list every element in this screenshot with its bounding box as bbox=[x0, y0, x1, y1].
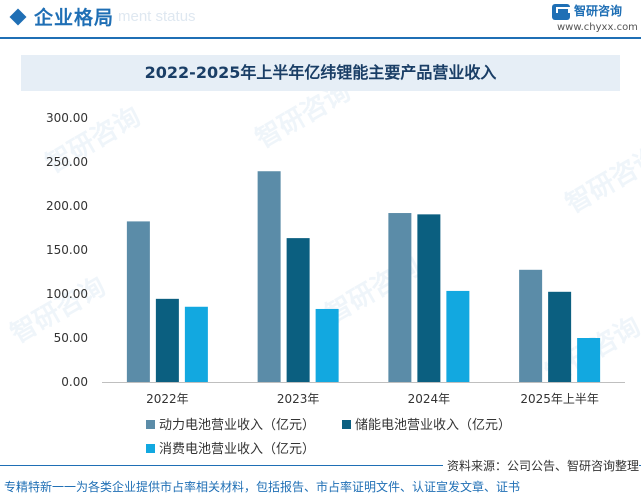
y-tick-label: 100.00 bbox=[46, 287, 88, 301]
chart-title-bar: 2022-2025年上半年亿纬锂能主要产品营业收入 bbox=[21, 55, 620, 91]
legend-item-storage: 储能电池营业收入（亿元） bbox=[342, 414, 511, 433]
legend-swatch bbox=[146, 444, 155, 453]
bar-power bbox=[388, 213, 412, 382]
bar-chart: 300.00 250.00 200.00 150.00 100.00 50.00 0.00 2… bbox=[46, 111, 625, 406]
diamond-icon bbox=[9, 8, 27, 26]
bar-power bbox=[257, 171, 281, 382]
logo-name: 智研咨询 bbox=[574, 4, 623, 18]
y-tick-label: 0.00 bbox=[61, 375, 88, 389]
bar-storage bbox=[286, 238, 310, 382]
legend-label: 储能电池营业收入（亿元） bbox=[355, 418, 512, 433]
y-tick-label: 250.00 bbox=[46, 155, 88, 169]
legend-swatch bbox=[146, 420, 155, 429]
header: 企业格局 ment status 智研咨询 www.chyxx.com bbox=[0, 0, 641, 39]
y-tick-label: 300.00 bbox=[46, 111, 88, 125]
bar-consumer bbox=[315, 308, 339, 382]
legend-item-power: 动力电池营业收入（亿元） bbox=[146, 414, 315, 433]
y-tick-label: 150.00 bbox=[46, 243, 88, 257]
x-tick-label: 2023年 bbox=[277, 392, 320, 406]
header-divider bbox=[0, 37, 641, 39]
bar-consumer bbox=[446, 290, 470, 382]
section-title: 企业格局 bbox=[34, 7, 115, 29]
legend-label: 动力电池营业收入（亿元） bbox=[159, 418, 316, 433]
bar-storage bbox=[155, 298, 179, 382]
bar-storage bbox=[548, 291, 572, 382]
legend-label: 消费电池营业收入（亿元） bbox=[159, 442, 316, 457]
x-tick-label: 2025年上半年 bbox=[520, 392, 599, 406]
source-divider bbox=[0, 465, 641, 466]
y-tick-label: 200.00 bbox=[46, 199, 88, 213]
bar-power bbox=[126, 221, 150, 382]
chart-title: 2022-2025年上半年亿纬锂能主要产品营业收入 bbox=[144, 63, 497, 82]
x-tick-label: 2022年 bbox=[146, 392, 189, 406]
x-tick-label: 2024年 bbox=[408, 392, 451, 406]
bar-storage bbox=[417, 214, 441, 382]
ghost-subtitle: ment status bbox=[118, 8, 196, 25]
logo-url: www.chyxx.com bbox=[557, 22, 638, 33]
y-tick-label: 50.00 bbox=[54, 331, 88, 345]
bar-power bbox=[519, 269, 543, 382]
bar-consumer bbox=[184, 306, 208, 382]
bar-consumer bbox=[577, 338, 601, 382]
legend-swatch bbox=[342, 420, 351, 429]
legend-item-consumer: 消费电池营业收入（亿元） bbox=[146, 438, 315, 457]
source-note: 资料来源：公司公告、智研咨询整理 bbox=[442, 457, 639, 474]
logo-icon bbox=[552, 4, 570, 20]
footer-note: 专精特新一一为各类企业提供市占率相关材料，包括报告、市占率证明文件、认证宣发文章… bbox=[4, 480, 521, 494]
